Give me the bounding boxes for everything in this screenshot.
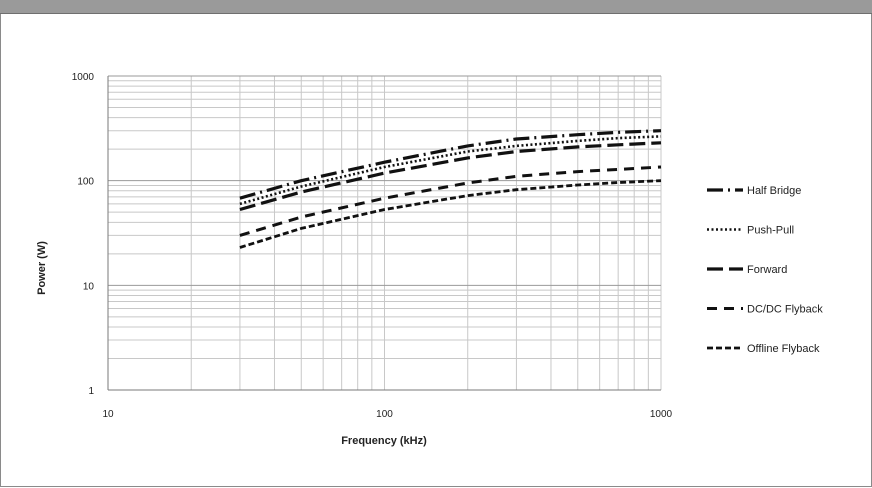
legend-label: Half Bridge (747, 185, 801, 197)
legend: Half Bridge Push-Pull Forward DC/DC Flyback… (707, 185, 823, 355)
x-tick-label: 100 (376, 409, 393, 420)
grid-lines (107, 75, 662, 391)
y-tick-label: 1000 (72, 72, 95, 83)
series-line (239, 135, 662, 206)
y-tick-label: 10 (83, 281, 95, 292)
tick-labels: 1 10 100 1000 10 100 1000 (72, 72, 673, 420)
series-line (239, 129, 662, 200)
y-tick-label: 100 (77, 177, 94, 188)
chart-panel: 1 10 100 1000 10 100 1000 Frequency (kHz) Powe… (0, 14, 872, 487)
window-title-bar (0, 0, 872, 14)
series-line (239, 141, 662, 212)
y-tick-label: 1 (88, 386, 94, 397)
legend-label: DC/DC Flyback (747, 304, 823, 316)
series-line (239, 165, 662, 237)
y-axis-label: Power (W) (36, 241, 48, 295)
x-tick-label: 1000 (650, 409, 673, 420)
x-axis-label: Frequency (kHz) (341, 435, 427, 447)
legend-label: Forward (747, 264, 787, 276)
legend-label: Push-Pull (747, 225, 794, 237)
legend-label: Offline Flyback (747, 343, 820, 355)
chart-svg: 1 10 100 1000 10 100 1000 Frequency (kHz) Powe… (36, 72, 823, 447)
series-line (239, 179, 662, 249)
series-lines (239, 129, 662, 249)
x-tick-label: 10 (102, 409, 114, 420)
